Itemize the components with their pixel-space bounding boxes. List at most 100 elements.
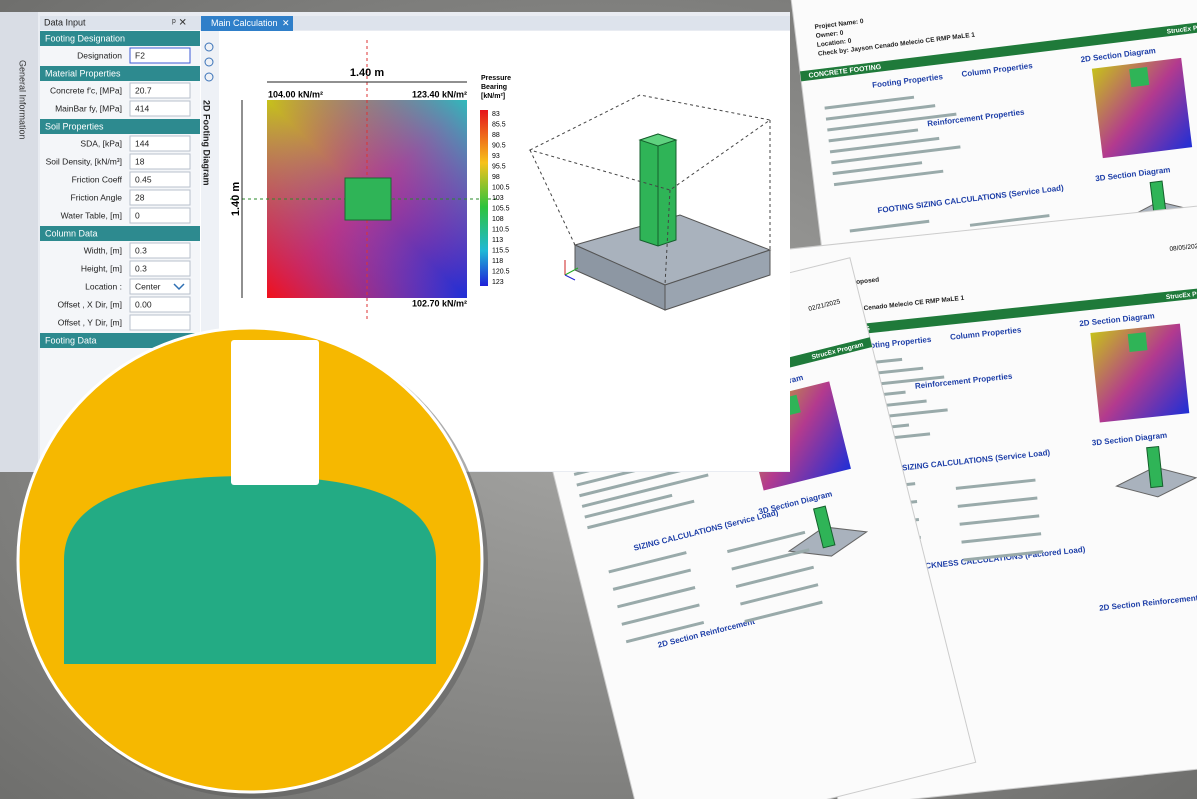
section-title: Footing Data: [45, 335, 97, 345]
legend-value: 123: [492, 279, 504, 286]
field-input[interactable]: [129, 47, 191, 64]
legend-value: 95.5: [492, 163, 506, 170]
field-label: Friction Angle: [71, 192, 123, 202]
field-value: 0.00: [135, 299, 152, 309]
field-input[interactable]: [129, 242, 191, 259]
sheet-2d-thumb: [1090, 323, 1190, 423]
sheet-date: 08/05/2022: [1169, 243, 1197, 253]
section-header: [40, 119, 200, 134]
field-input[interactable]: [129, 100, 191, 117]
text-line: [735, 565, 815, 589]
panel-pin[interactable]: ᵖ ✕: [172, 18, 187, 29]
text-line: [726, 530, 806, 554]
sheet-2d-column: [1129, 67, 1150, 88]
text-line: [625, 620, 705, 644]
text-line: [963, 550, 1044, 562]
text-line: [584, 493, 673, 519]
section-header: [40, 66, 200, 81]
legend-value: 100.5: [492, 184, 510, 191]
zoom-in[interactable]: [204, 57, 214, 67]
legend-title: Pressure: [481, 75, 511, 82]
field-label: Water Table, [m]: [61, 210, 122, 220]
field-input[interactable]: [129, 82, 191, 99]
column: [344, 177, 392, 221]
panel-title: Data Input: [44, 17, 86, 27]
field-label: Offset , Y Dir, [m]: [58, 317, 122, 327]
corner-pressure: 104.00 kN/m²: [268, 89, 323, 99]
legend-bar: [480, 110, 488, 286]
text-line: [617, 586, 696, 609]
text-line: [828, 128, 919, 143]
tab-title[interactable]: Main Calculation: [211, 18, 278, 28]
footing-3d: [528, 94, 772, 311]
section-title: Footing Designation: [45, 33, 125, 43]
tab[interactable]: [201, 16, 293, 31]
field-label: Soil Density, [kN/m³]: [46, 156, 122, 166]
field-label: Concrete f'c, [MPa]: [50, 85, 122, 95]
field-input[interactable]: [129, 135, 191, 152]
text-line: [825, 104, 936, 121]
text-line: [824, 95, 915, 110]
legend-value: 83: [492, 111, 500, 118]
field-value: 20.7: [135, 85, 152, 95]
field-label: Location :: [85, 281, 122, 291]
field-input[interactable]: [129, 260, 191, 277]
field-input[interactable]: [129, 189, 191, 206]
field-value: 28: [135, 192, 145, 202]
field-input[interactable]: [129, 278, 191, 295]
zoom-out[interactable]: [204, 72, 214, 82]
section-title: Soil Properties: [45, 121, 104, 131]
text-line: [959, 514, 1040, 526]
text-line: [579, 467, 687, 498]
field-input[interactable]: [129, 153, 191, 170]
text-line: [740, 583, 819, 606]
sheet-info: Location: 0: [817, 38, 853, 49]
tab-close[interactable]: ✕: [282, 18, 290, 28]
sheet-info: Owner: 0: [815, 30, 844, 40]
legend-value: 98: [492, 174, 500, 181]
zoom-fit[interactable]: [204, 42, 214, 52]
corner-pressure: 102.70 kN/m²: [412, 298, 467, 308]
text-line: [587, 499, 695, 530]
dropdown-arrow[interactable]: [173, 283, 185, 291]
legend-value: 115.5: [492, 247, 509, 254]
text-line: [957, 496, 1038, 508]
field-input[interactable]: [129, 314, 191, 331]
text-line: [961, 532, 1042, 544]
text-line: [827, 112, 957, 132]
text-line: [955, 478, 1036, 490]
field-label: Height, [m]: [81, 263, 122, 273]
dim-left: 1.40 m: [230, 182, 242, 216]
text-line: [829, 136, 940, 154]
field-value: 414: [135, 103, 149, 113]
legend-value: 103: [492, 195, 504, 202]
sheet-2d-thumb: [1091, 57, 1193, 159]
sheet-2d-column: [1127, 332, 1148, 353]
field-value: 0.45: [135, 174, 152, 184]
sheet-3d-column: [812, 505, 836, 549]
field-input[interactable]: [129, 207, 191, 224]
field-input[interactable]: [129, 171, 191, 188]
sheet-header-bar: [799, 18, 1197, 82]
side-tab[interactable]: General Information: [18, 60, 28, 140]
legend-value: 113: [492, 237, 503, 244]
sheet-header-bar: [788, 285, 1197, 342]
legend-value: 110.5: [492, 226, 509, 233]
field-label: Width, [m]: [84, 245, 122, 255]
legend-title: [kN/m²]: [481, 93, 505, 100]
field-value: F2: [135, 50, 145, 60]
text-line: [969, 214, 1050, 227]
dim-top: 1.40 m: [350, 67, 384, 79]
text-line: [621, 603, 700, 626]
text-line: [744, 600, 823, 623]
text-line: [581, 473, 709, 508]
legend-value: 93: [492, 153, 500, 160]
field-label: Designation: [77, 50, 122, 60]
legend-value: 88: [492, 132, 500, 139]
sheet-3d-column: [1146, 445, 1164, 489]
field-input[interactable]: [129, 296, 191, 313]
field-label: Friction Coeff: [72, 174, 123, 184]
section-header: [40, 31, 200, 46]
legend-value: 90.5: [492, 142, 506, 149]
